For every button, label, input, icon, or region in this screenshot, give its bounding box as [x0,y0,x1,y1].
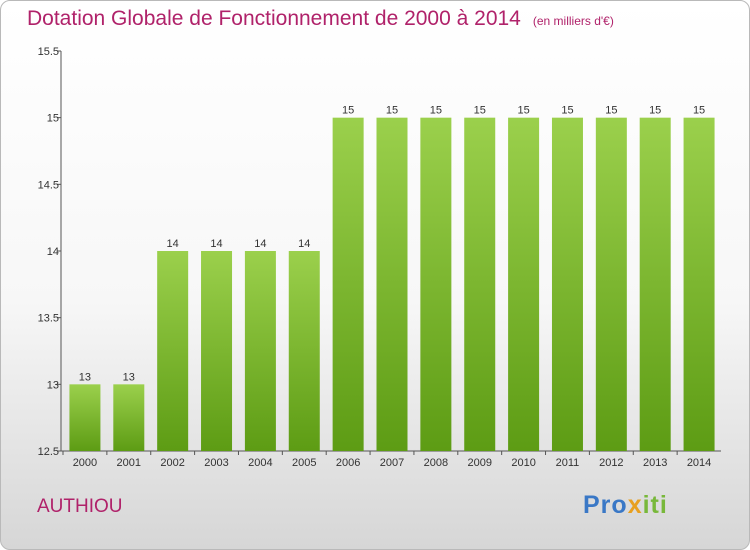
bar [332,117,364,452]
x-tick-label: 2000 [73,457,97,469]
x-tick-label: 2011 [556,457,580,469]
x-tick-label: 2008 [424,457,448,469]
bar [113,384,145,451]
bar [201,251,233,451]
logo-part-1: Pro [583,491,628,519]
logo-part-2: x [627,491,643,519]
y-tick-label: 13.5 [38,313,59,325]
x-tick-label: 2014 [687,457,711,469]
data-label: 13 [123,371,135,383]
x-tick-label: 2006 [336,457,360,469]
chart-title: Dotation Globale de Fonctionnement de 20… [27,7,521,30]
data-label: 13 [79,371,91,383]
data-label: 15 [474,105,486,117]
data-label: 15 [693,105,705,117]
x-tick-label: 2013 [643,457,667,469]
y-tick-label: 15 [47,113,59,125]
x-tick-label: 2010 [511,457,535,469]
y-tick-label: 12.5 [38,446,59,458]
y-tick-label: 14 [47,246,59,258]
bar [508,117,540,452]
data-label: 15 [430,105,442,117]
x-tick-label: 2005 [292,457,316,469]
chart-subtitle: (en milliers d'€) [532,14,614,28]
x-tick-label: 2007 [380,457,404,469]
bar [69,384,101,451]
chart-title-block: Dotation Globale de Fonctionnement de 20… [27,7,614,31]
bar [157,251,189,451]
bar [551,117,583,452]
bar [639,117,671,452]
data-label: 14 [167,238,179,250]
x-tick-label: 2009 [467,457,491,469]
data-label: 14 [298,238,310,250]
commune-name: AUTHIOU [37,496,123,517]
bar [420,117,452,452]
x-tick-label: 2002 [160,457,184,469]
data-label: 14 [210,238,222,250]
y-tick-label: 13 [47,379,59,391]
data-label: 15 [517,105,529,117]
data-label: 15 [386,105,398,117]
bar [244,251,276,451]
y-tick-label: 15.5 [38,46,59,58]
logo-part-3: iti [642,491,668,519]
y-tick-label: 14.5 [38,179,59,191]
x-tick-label: 2001 [117,457,141,469]
bar [683,117,715,452]
data-label: 14 [254,238,266,250]
bar [376,117,408,452]
proxiti-logo: Proxiti [583,491,668,520]
data-label: 15 [561,105,573,117]
data-label: 15 [649,105,661,117]
bar [595,117,627,452]
bar [464,117,496,452]
x-tick-label: 2012 [599,457,623,469]
x-tick-label: 2004 [248,457,272,469]
data-label: 15 [605,105,617,117]
x-tick-label: 2003 [204,457,228,469]
bar [288,251,320,451]
data-label: 15 [342,105,354,117]
